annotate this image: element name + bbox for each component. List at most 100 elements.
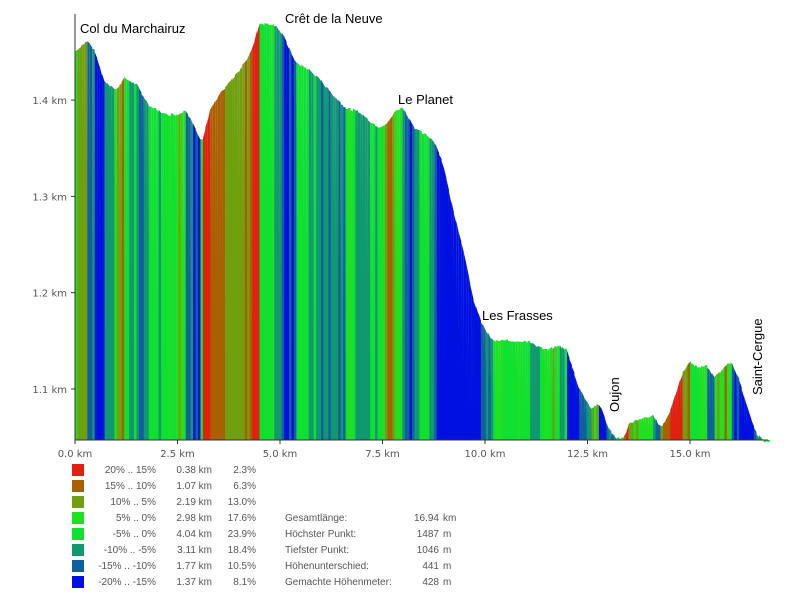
profile-stripe (503, 340, 506, 440)
profile-stripe (271, 24, 275, 441)
profile-stripe (239, 66, 243, 441)
profile-stripe (648, 416, 652, 440)
profile-stripe (633, 419, 637, 440)
profile-stripe (257, 23, 260, 441)
profile-stripe (463, 252, 467, 440)
profile-stripe (640, 417, 644, 440)
place-label: Les Frasses (482, 308, 553, 323)
profile-stripe (753, 427, 757, 440)
profile-stripe (444, 168, 447, 441)
profile-stripe (726, 363, 730, 440)
profile-stripe (535, 345, 538, 440)
profile-stripe (618, 437, 622, 440)
profile-stripe (505, 339, 509, 440)
profile-stripe (380, 126, 383, 440)
profile-stripe (301, 64, 305, 441)
profile-stripe (143, 97, 147, 440)
grade-distance: 3.11 km (177, 544, 212, 556)
profile-stripe (434, 143, 438, 441)
profile-stripe (424, 132, 428, 440)
profile-stripe (284, 36, 288, 441)
profile-stripe (667, 411, 671, 440)
profile-stripe (124, 76, 128, 441)
profile-stripe (355, 110, 359, 440)
y-tick-label: 1.1 km (32, 385, 67, 396)
profile-stripe (495, 340, 499, 440)
stat-unit: m (443, 576, 452, 588)
profile-stripe (325, 87, 329, 440)
profile-stripe (198, 134, 201, 440)
profile-stripe (611, 433, 615, 440)
profile-stripe (714, 373, 718, 440)
profile-stripe (741, 389, 745, 440)
profile-stripe (682, 369, 686, 440)
stat-row: Gemachte Höhenmeter: 428 m (285, 574, 463, 590)
grade-range: 20% .. 15% (104, 464, 156, 476)
profile-stripe (638, 418, 642, 440)
profile-stripe (594, 405, 598, 440)
profile-stripe (156, 109, 160, 440)
legend-row: -10% .. -5% 3.11 km 18.4% (72, 542, 256, 558)
profile-stripe (276, 26, 280, 441)
grade-distance: 1.77 km (176, 560, 212, 572)
profile-stripe (581, 392, 585, 440)
profile-stripe (138, 87, 142, 440)
grade-distance: 1.37 km (176, 576, 212, 588)
profile-stripe (736, 374, 740, 440)
profile-stripe (532, 342, 536, 440)
x-tick-label: 12.5 km (567, 449, 608, 460)
profile-stripe (372, 122, 376, 440)
profile-stripe (734, 369, 738, 440)
profile-stripe (699, 365, 703, 440)
y-tick-label: 1.2 km (32, 289, 67, 300)
profile-stripe (291, 53, 295, 440)
profile-stripe (116, 86, 120, 440)
profile-stripe (232, 76, 236, 440)
profile-stripe (515, 341, 519, 440)
stat-row: Höchster Punkt: 1487 m (285, 526, 463, 542)
profile-stripe (195, 129, 199, 440)
grade-range: -20% .. -15% (98, 576, 156, 588)
stat-label: Höchster Punkt: (285, 528, 357, 540)
profile-stripe (675, 388, 679, 440)
profile-stripe (119, 82, 123, 440)
stat-value: 1487 (416, 528, 439, 540)
profile-stripe (517, 341, 521, 440)
profile-stripe (141, 94, 145, 440)
profile-stripe (485, 331, 489, 440)
profile-stripe (687, 362, 691, 440)
profile-stripe (330, 92, 334, 440)
grade-distance: 2.98 km (176, 512, 212, 524)
legend-swatch (72, 560, 84, 572)
profile-stripe (102, 73, 106, 440)
profile-stripe (569, 359, 573, 440)
profile-stripe (616, 437, 620, 440)
profile-stripe (134, 83, 137, 441)
profile-stripe (173, 114, 177, 440)
profile-stripe (126, 79, 130, 440)
profile-stripe (697, 367, 701, 440)
profile-stripe (188, 115, 192, 441)
profile-stripe (82, 43, 86, 441)
profile-stripe (286, 43, 290, 440)
profile-stripe (478, 312, 482, 440)
place-label: Crêt de la Neuve (285, 11, 383, 26)
legend-swatch (72, 464, 84, 476)
profile-stripe (643, 416, 647, 440)
profile-stripe (451, 201, 455, 440)
stat-row: Gesamtlänge: 16.94 km (285, 510, 463, 526)
profile-stripe (183, 110, 187, 440)
stat-label: Höhenunterschied: (285, 560, 369, 572)
profile-stripe (554, 345, 558, 440)
profile-stripe (158, 109, 162, 441)
profile-stripe (229, 77, 233, 441)
legend-swatch (72, 480, 84, 492)
profile-stripe (520, 341, 524, 440)
profile-stripe (527, 340, 531, 440)
profile-stripe (264, 22, 268, 440)
profile-stripe (252, 41, 256, 441)
profile-stripe (247, 53, 251, 441)
profile-stripe (357, 112, 361, 440)
grade-range: -10% .. -5% (103, 544, 156, 556)
x-tick-label: 5.0 km (263, 449, 298, 460)
